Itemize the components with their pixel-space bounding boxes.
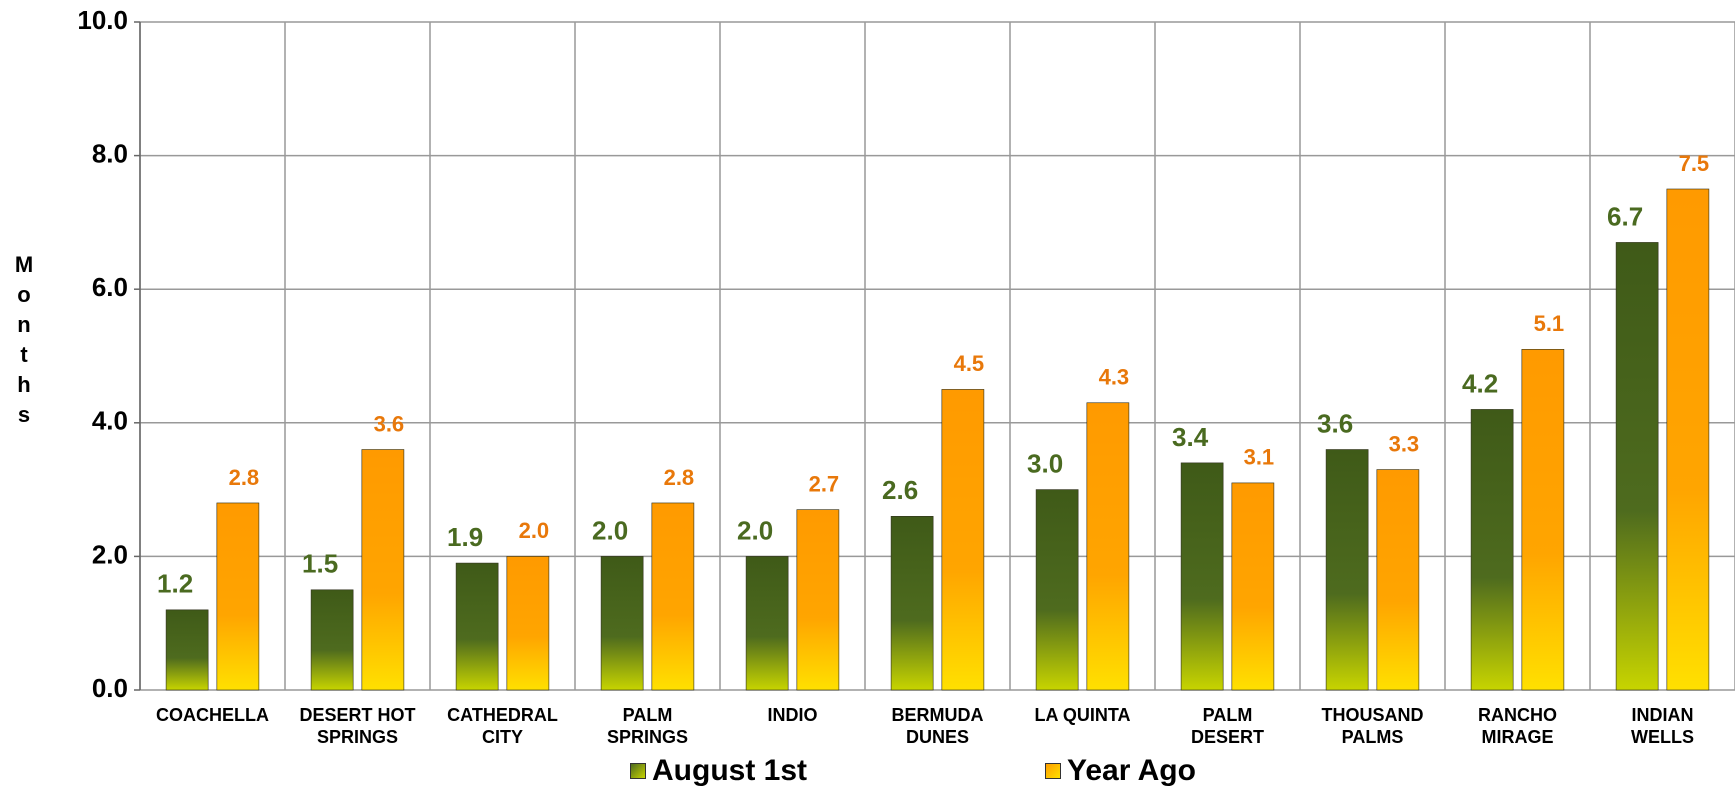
data-label: 2.8 [664,465,695,490]
x-tick-label: PALM SPRINGS [606,705,689,747]
bar [1231,482,1275,691]
data-label: 3.3 [1389,431,1420,456]
bar [745,556,789,691]
bar [1376,469,1420,691]
data-label: 7.5 [1679,151,1710,176]
data-label: 1.2 [157,569,193,599]
data-label: 2.6 [882,475,918,505]
bar [1086,402,1130,691]
bar [216,502,260,691]
legend-item: August 1st [630,754,807,788]
x-tick-label: RANCHO MIRAGE [1478,705,1557,747]
x-tick-label: PALM DESERT [1190,705,1264,747]
y-axis-label: Months [14,252,34,427]
legend-swatch [630,763,646,779]
legend-label: August 1st [652,754,808,787]
data-label: 3.1 [1244,445,1275,470]
data-label: 6.7 [1607,201,1643,231]
legend-swatch [1045,763,1061,779]
y-tick-label: 6.0 [92,272,128,302]
legend-item: Year Ago [1045,754,1196,788]
bar [1180,462,1224,691]
x-tick-label: DESERT HOT SPRINGS [299,705,416,747]
y-tick-label: 8.0 [92,138,128,168]
data-label: 2.0 [519,518,550,543]
bar [941,389,985,691]
x-tick-label: THOUSAND PALMS [1321,705,1424,747]
data-label: 3.6 [374,411,405,436]
bar [1666,188,1710,691]
data-label: 4.2 [1462,368,1498,398]
data-label: 3.0 [1027,448,1063,478]
bar [1615,242,1659,691]
data-label: 3.4 [1172,422,1209,452]
data-label: 4.5 [954,351,985,376]
x-tick-label: INDIAN WELLS [1631,705,1694,747]
x-tick-label: LA QUINTA [1034,705,1131,725]
bar [361,449,405,691]
data-label: 2.7 [809,471,840,496]
y-tick-label: 2.0 [92,539,128,569]
data-label: 2.8 [229,465,260,490]
bar [796,509,840,691]
x-tick-label: BERMUDA DUNES [891,705,984,747]
bar [1470,409,1514,691]
x-tick-label: INDIO [767,705,818,725]
data-label: 1.9 [447,522,483,552]
x-tick-label: CATHEDRAL CITY [447,705,558,747]
legend-label: Year Ago [1067,754,1196,787]
bar [1521,349,1565,691]
data-label: 4.3 [1099,365,1130,390]
y-tick-label: 4.0 [92,406,128,436]
bar [1035,489,1079,691]
bar [310,589,354,691]
x-tick-label: COACHELLA [156,705,269,725]
y-tick-label: 10.0 [77,5,128,35]
bar [1325,449,1369,691]
data-label: 5.1 [1534,311,1565,336]
bar [455,562,499,691]
data-label: 2.0 [592,515,628,545]
bar [165,609,209,691]
data-label: 1.5 [302,549,338,579]
bar [600,556,644,691]
bar [651,502,695,691]
data-label: 3.6 [1317,408,1353,438]
bar [890,516,934,691]
data-label: 2.0 [737,515,773,545]
y-tick-label: 0.0 [92,673,128,703]
bar [506,556,550,691]
